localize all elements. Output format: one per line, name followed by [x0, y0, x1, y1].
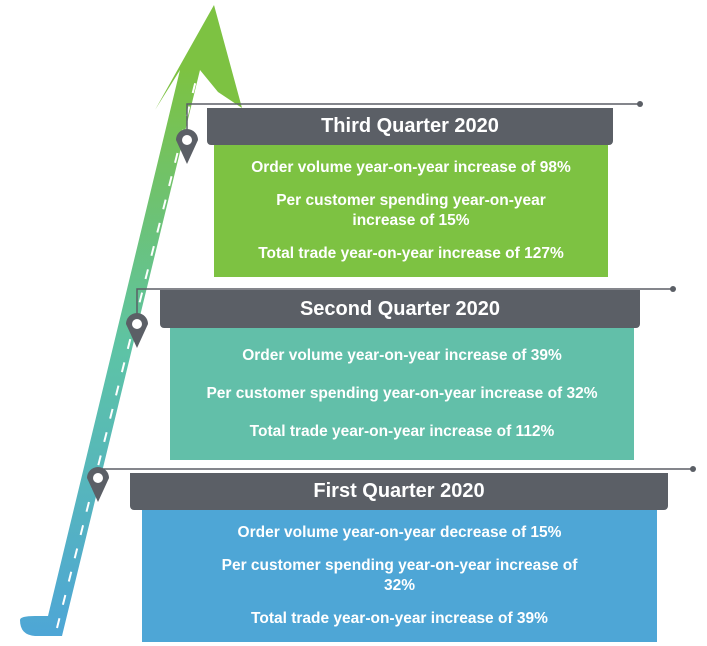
quarter-box: Order volume year-on-year increase of 98… [214, 145, 608, 277]
quarter-line: Total trade year-on-year increase of 127… [258, 245, 564, 262]
quarter-line: Total trade year-on-year increase of 112… [249, 423, 555, 440]
quarter-title: First Quarter 2020 [130, 473, 668, 510]
quarter-line: Order volume year-on-year increase of 98… [251, 159, 571, 176]
quarter-line: Per customer spending year-on-year incre… [276, 192, 546, 229]
quarter-title: Third Quarter 2020 [207, 108, 613, 145]
quarter-line: Per customer spending year-on-year incre… [221, 557, 578, 594]
quarter-line: Per customer spending year-on-year incre… [206, 385, 598, 402]
quarter-line: Total trade year-on-year increase of 39% [251, 610, 548, 627]
quarter-box: Order volume year-on-year increase of 39… [170, 328, 634, 460]
quarter-box: Order volume year-on-year decrease of 15… [142, 510, 657, 642]
quarter-title: Second Quarter 2020 [160, 290, 640, 328]
quarter-line: Order volume year-on-year decrease of 15… [237, 524, 562, 541]
quarter-line: Order volume year-on-year increase of 39… [242, 347, 562, 364]
